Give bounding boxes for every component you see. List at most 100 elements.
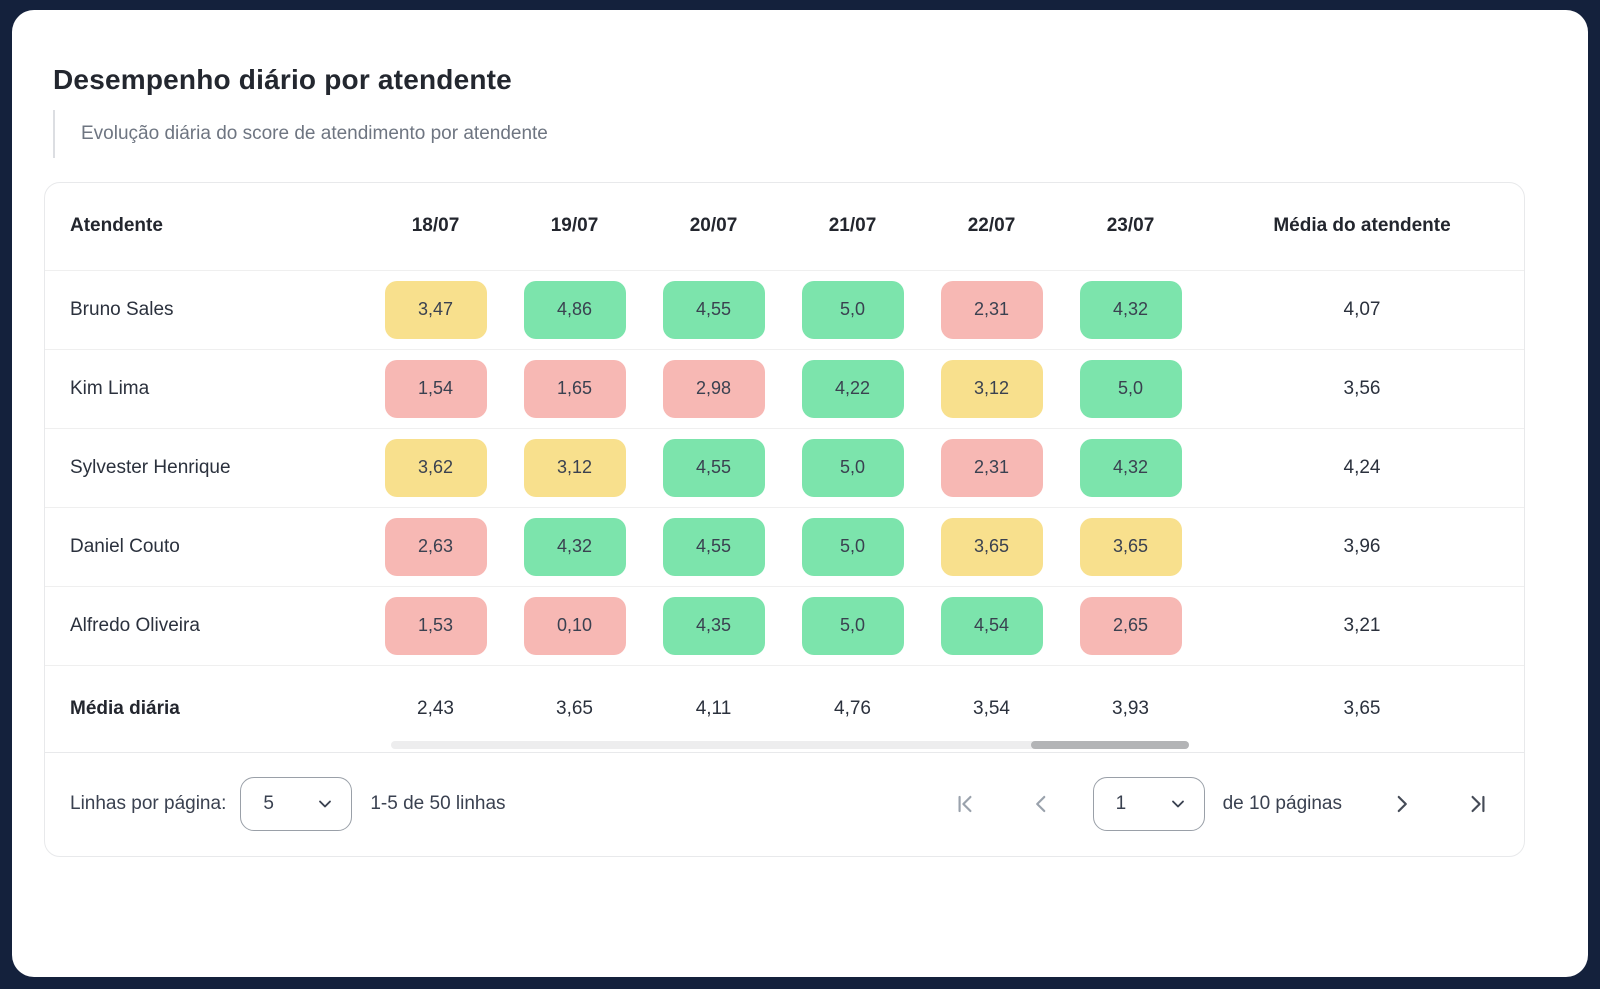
- score-cell: 0,10: [505, 596, 644, 655]
- attendant-name: Kim Lima: [70, 377, 150, 399]
- score-chip-bad: 1,53: [384, 596, 487, 655]
- score-cell: 4,54: [922, 596, 1061, 655]
- attendant-name: Sylvester Henrique: [70, 456, 231, 478]
- column-header-media-atendente: Média do atendente: [1273, 215, 1451, 237]
- column-header-23-07: 23/07: [1106, 215, 1155, 237]
- score-chip-warn: 3,12: [940, 359, 1043, 418]
- score-chip-good: 4,22: [801, 359, 904, 418]
- rows-range-label: 1-5 de 50 linhas: [370, 793, 506, 815]
- page-card: Desempenho diário por atendente Evolução…: [12, 10, 1588, 977]
- first-page-icon[interactable]: [949, 788, 981, 820]
- column-header-21-07: 21/07: [828, 215, 877, 237]
- attendant-name: Daniel Couto: [70, 535, 180, 557]
- daily-average: 4,76: [834, 697, 871, 719]
- score-cell: 4,32: [1061, 438, 1200, 497]
- attendant-average: 3,56: [1343, 377, 1381, 399]
- column-header-18-07: 18/07: [411, 215, 460, 237]
- score-cell: 5,0: [783, 517, 922, 576]
- score-cell: 3,65: [922, 517, 1061, 576]
- score-chip-bad: 2,31: [940, 280, 1043, 339]
- rows-per-page-label: Linhas por página:: [70, 793, 227, 815]
- score-cell: 1,65: [505, 359, 644, 418]
- daily-average: 2,43: [417, 697, 454, 719]
- score-cell: 1,53: [366, 596, 505, 655]
- table-row: Sylvester Henrique 3,62 3,12 4,55 5,0 2,31 4,3…: [45, 427, 1524, 507]
- summary-label: Média diária: [70, 697, 180, 719]
- score-cell: 5,0: [783, 438, 922, 497]
- chevron-left-icon[interactable]: [1025, 788, 1057, 820]
- score-cell: 3,12: [922, 359, 1061, 418]
- chevron-down-icon: [1168, 794, 1188, 814]
- score-chip-bad: 2,65: [1079, 596, 1182, 655]
- score-chip-good: 4,54: [940, 596, 1043, 655]
- table-row: Bruno Sales 3,47 4,86 4,55 5,0 2,31 4,32 4,07: [45, 269, 1524, 349]
- daily-average: 4,11: [695, 697, 732, 719]
- score-chip-warn: 3,47: [384, 280, 487, 339]
- chevron-right-icon[interactable]: [1386, 788, 1418, 820]
- score-cell: 5,0: [1061, 359, 1200, 418]
- column-header-19-07: 19/07: [550, 215, 599, 237]
- pagination-bar: Linhas por página: 5 1-5 de 50 linhas 1: [45, 751, 1524, 856]
- score-chip-good: 4,32: [523, 517, 626, 576]
- score-cell: 3,12: [505, 438, 644, 497]
- score-chip-bad: 2,63: [384, 517, 487, 576]
- score-cell: 2,65: [1061, 596, 1200, 655]
- score-chip-warn: 3,62: [384, 438, 487, 497]
- horizontal-scrollbar-thumb[interactable]: [1031, 741, 1189, 749]
- score-chip-warn: 3,12: [523, 438, 626, 497]
- attendant-average: 4,24: [1343, 456, 1381, 478]
- page-title: Desempenho diário por atendente: [53, 64, 512, 95]
- score-chip-bad: 2,31: [940, 438, 1043, 497]
- score-chip-bad: 2,98: [662, 359, 765, 418]
- table-row: Alfredo Oliveira 1,53 0,10 4,35 5,0 4,54 2,65 3…: [45, 585, 1524, 665]
- attendant-average: 3,21: [1343, 614, 1381, 636]
- score-chip-good: 5,0: [801, 438, 904, 497]
- score-chip-warn: 3,65: [1079, 517, 1182, 576]
- score-chip-bad: 1,54: [384, 359, 487, 418]
- score-chip-bad: 1,65: [523, 359, 626, 418]
- attendant-average: 4,07: [1343, 298, 1381, 320]
- rows-per-page-select[interactable]: 5: [240, 777, 353, 832]
- score-cell: 4,22: [783, 359, 922, 418]
- score-chip-warn: 3,65: [940, 517, 1043, 576]
- score-chip-good: 5,0: [801, 280, 904, 339]
- score-chip-good: 5,0: [1079, 359, 1182, 418]
- score-cell: 3,65: [1061, 517, 1200, 576]
- page-select-value: 1: [1115, 793, 1127, 815]
- score-cell: 5,0: [783, 596, 922, 655]
- score-chip-good: 4,32: [1079, 438, 1182, 497]
- performance-table: Atendente 18/07 19/07 20/07 21/07 22/07 …: [44, 182, 1525, 857]
- score-chip-good: 5,0: [801, 596, 904, 655]
- score-chip-bad: 0,10: [523, 596, 626, 655]
- score-cell: 4,55: [644, 438, 783, 497]
- page-subtitle: Evolução diária do score de atendimento …: [81, 123, 548, 144]
- summary-row: Média diária 2,43 3,65 4,11 4,76 3,54 3,…: [45, 664, 1524, 752]
- score-cell: 2,31: [922, 280, 1061, 339]
- chevron-down-icon: [315, 794, 335, 814]
- table-header-row: Atendente 18/07 19/07 20/07 21/07 22/07 …: [45, 183, 1524, 270]
- score-cell: 4,55: [644, 517, 783, 576]
- score-chip-good: 4,35: [662, 596, 765, 655]
- score-cell: 3,62: [366, 438, 505, 497]
- attendant-average: 3,96: [1343, 535, 1381, 557]
- score-chip-good: 4,86: [523, 280, 626, 339]
- table-row: Daniel Couto 2,63 4,32 4,55 5,0 3,65 3,65 3,96: [45, 506, 1524, 586]
- column-header-20-07: 20/07: [689, 215, 738, 237]
- page-select[interactable]: 1: [1092, 777, 1205, 832]
- score-cell: 4,32: [1061, 280, 1200, 339]
- page-subtitle-block: Evolução diária do score de atendimento …: [53, 110, 548, 158]
- total-pages-label: de 10 páginas: [1222, 793, 1342, 815]
- last-page-icon[interactable]: [1462, 788, 1494, 820]
- score-cell: 1,54: [366, 359, 505, 418]
- score-cell: 4,32: [505, 517, 644, 576]
- horizontal-scrollbar-track[interactable]: [391, 741, 1189, 749]
- attendant-name: Bruno Sales: [70, 298, 174, 320]
- column-header-22-07: 22/07: [967, 215, 1016, 237]
- score-chip-good: 4,55: [662, 280, 765, 339]
- rows-per-page-value: 5: [263, 793, 274, 815]
- column-header-atendente: Atendente: [70, 215, 163, 237]
- score-chip-good: 4,55: [662, 438, 765, 497]
- table-row: Kim Lima 1,54 1,65 2,98 4,22 3,12 5,0 3,56: [45, 348, 1524, 428]
- score-cell: 2,31: [922, 438, 1061, 497]
- score-cell: 4,55: [644, 280, 783, 339]
